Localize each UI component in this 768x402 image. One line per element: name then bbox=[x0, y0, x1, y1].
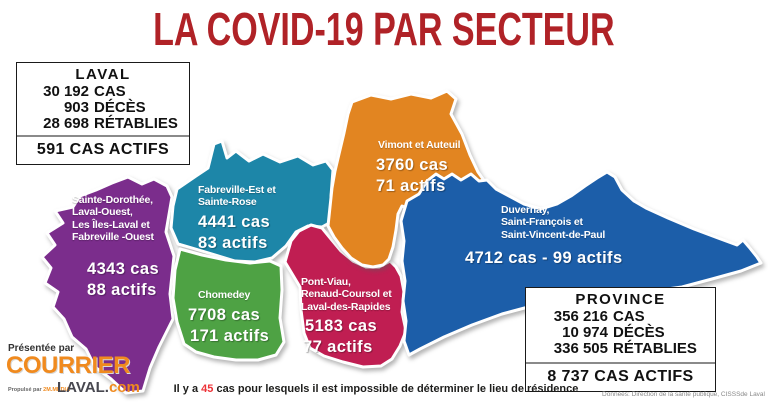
stat-label: DÉCÈS bbox=[613, 324, 665, 342]
laval-com-dark: LAVAL. bbox=[57, 379, 109, 396]
region-vimont-shape bbox=[326, 89, 485, 269]
stat-number: 903 bbox=[63, 99, 89, 117]
courrier-laval-logo: COURRIER bbox=[6, 352, 131, 379]
laval-box-title: LAVAL bbox=[75, 66, 131, 83]
province-active-cases: 8 737 CAS ACTIFS bbox=[547, 368, 694, 385]
region-actifs: 77 actifs bbox=[303, 338, 373, 357]
powered-by-brand: 2M.MEDIA bbox=[43, 387, 71, 393]
region-actifs: 83 actifs bbox=[198, 233, 268, 252]
region-label-vimont: Vimont et Auteuil 3760 cas 71 actifs bbox=[376, 139, 461, 198]
region-duvernay-shape bbox=[399, 170, 763, 357]
region-label-duvernay: Duvernay, Saint-François et Saint-Vincen… bbox=[501, 204, 605, 241]
stat-number: 336 505 bbox=[553, 340, 608, 358]
province-stats-box: PROVINCE 356 216 CAS 10 974 DÉCÈS 336 50… bbox=[525, 287, 716, 392]
region-actifs: 171 actifs bbox=[190, 327, 270, 346]
region-label-pont-viau: Pont-Viau, Renaud-Coursol et Laval-des-R… bbox=[301, 276, 392, 358]
box-divider bbox=[526, 362, 715, 364]
province-stats-upper: PROVINCE 356 216 CAS 10 974 DÉCÈS 336 50… bbox=[526, 288, 715, 362]
stat-number: 28 698 bbox=[43, 115, 89, 133]
region-cases: 3760 cas bbox=[376, 156, 449, 175]
stat-row: 336 505 RÉTABLIES bbox=[532, 341, 709, 357]
region-cases: 7708 cas bbox=[188, 306, 261, 325]
region-cases: 5183 cas bbox=[305, 317, 378, 336]
stat-row: 28 698 RÉTABLIES bbox=[23, 116, 183, 132]
footnote: Il y a 45 cas pour lesquels il est impos… bbox=[158, 383, 594, 395]
laval-com-logo: LAVAL.com bbox=[57, 379, 140, 396]
stat-label: RÉTABLIES bbox=[613, 340, 697, 358]
region-sainte-dorothee-shape bbox=[40, 175, 176, 395]
powered-by-label: Propulsé par 2M.MEDIA bbox=[8, 387, 70, 393]
region-actifs: 88 actifs bbox=[87, 281, 157, 300]
footnote-prefix: Il y a bbox=[173, 383, 202, 395]
stat-row: 356 216 CAS bbox=[532, 308, 709, 325]
region-name: Vimont et Auteuil bbox=[378, 139, 461, 151]
stat-label: DÉCÈS bbox=[94, 99, 146, 117]
region-name: Duvernay, Saint-François et Saint-Vincen… bbox=[501, 204, 606, 241]
laval-com-accent: com bbox=[108, 379, 140, 396]
region-stats-duvernay: 4712 cas - 99 actifs bbox=[465, 248, 623, 269]
box-divider bbox=[17, 135, 189, 137]
region-name: Pont-Viau, Renaud-Coursol et Laval-des-R… bbox=[301, 276, 392, 313]
region-name: Sainte-Dorothée, Laval-Ouest, Les Îles-L… bbox=[72, 194, 154, 244]
laval-active-cases: 591 CAS ACTIFS bbox=[36, 141, 170, 158]
region-name: Chomedey bbox=[198, 289, 251, 301]
stat-number: 356 216 bbox=[553, 308, 608, 325]
province-box-title: PROVINCE bbox=[575, 291, 666, 308]
stat-row: 903 DÉCÈS bbox=[23, 99, 183, 117]
stat-row: 10 974 DÉCÈS bbox=[532, 324, 709, 342]
region-cases: 4343 cas bbox=[87, 260, 160, 278]
region-actifs: 71 actifs bbox=[376, 177, 446, 196]
region-label-fabreville-est: Fabreville-Est et Sainte-Rose 4441 cas 8… bbox=[198, 184, 276, 254]
region-name: Fabreville-Est et Sainte-Rose bbox=[198, 184, 276, 209]
presented-by-label: Présentée par bbox=[8, 343, 75, 354]
laval-stats-upper: LAVAL 30 192 CAS 903 DÉCÈS 28 698 RÉTABL… bbox=[17, 63, 189, 135]
footnote-count: 45 bbox=[201, 383, 214, 395]
page-title: LA COVID-19 PAR SECTEUR bbox=[153, 3, 615, 55]
stat-number: 10 974 bbox=[562, 324, 608, 342]
stat-label: CAS bbox=[613, 308, 645, 325]
stat-row: 30 192 CAS bbox=[23, 83, 183, 100]
powered-by-text: Propulsé par bbox=[8, 387, 44, 393]
stat-label: CAS bbox=[94, 83, 126, 100]
region-stats-sainte-dorothee: 4343 cas 88 actifs bbox=[87, 259, 159, 301]
region-label-chomedey: Chomedey 7708 cas 171 actifs bbox=[188, 289, 269, 348]
stat-label: RÉTABLIES bbox=[94, 115, 178, 133]
footnote-suffix: cas pour lesquels il est impossible de d… bbox=[213, 383, 579, 395]
region-label-sainte-dorothee: Sainte-Dorothée, Laval-Ouest, Les Îles-L… bbox=[72, 194, 154, 244]
region-cases: 4441 cas bbox=[198, 212, 271, 231]
data-source-label: Données: Direction de la santé publique,… bbox=[602, 391, 765, 398]
region-chomedey-shape bbox=[171, 247, 286, 362]
region-cases-actifs: 4712 cas - 99 actifs bbox=[465, 249, 623, 267]
stat-number: 30 192 bbox=[43, 83, 89, 100]
laval-stats-box: LAVAL 30 192 CAS 903 DÉCÈS 28 698 RÉTABL… bbox=[16, 62, 190, 165]
